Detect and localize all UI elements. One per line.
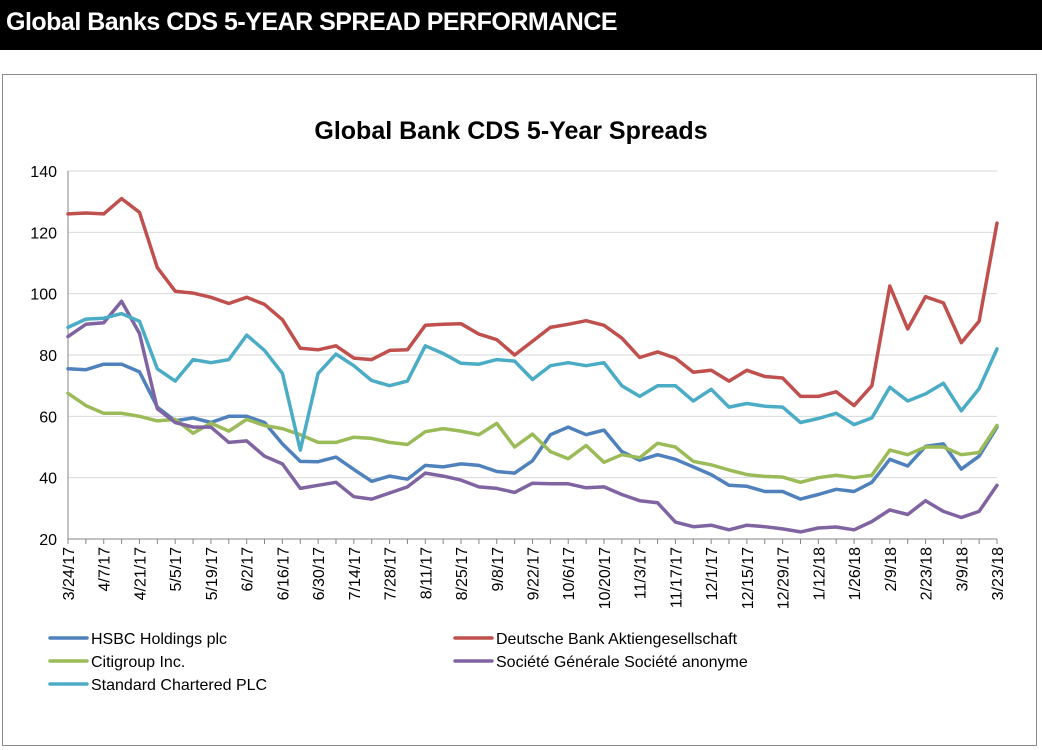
chart-title: Global Bank CDS 5-Year Spreads: [314, 117, 707, 145]
series-lines: [66, 196, 999, 534]
x-tick-label: 6/30/17: [311, 547, 328, 600]
gridlines: [68, 170, 997, 479]
x-tick-label: 7/28/17: [383, 547, 400, 600]
x-tick-label: 10/6/17: [561, 547, 578, 600]
page-title: Global Banks CDS 5-YEAR SPREAD PERFORMAN…: [6, 8, 618, 36]
legend-label: Standard Chartered PLC: [91, 677, 267, 694]
y-tick-label: 40: [39, 471, 57, 488]
x-tick-label: 8/11/17: [418, 547, 435, 599]
x-tick-label: 6/16/17: [275, 547, 292, 600]
legend-label: HSBC Holdings plc: [91, 631, 227, 648]
series-line-socgen: [66, 299, 999, 534]
x-tick-label: 5/5/17: [168, 547, 185, 592]
x-tick-label: 12/29/17: [776, 547, 793, 609]
x-tick-label: 8/25/17: [454, 547, 471, 600]
y-tick-label: 120: [30, 225, 57, 242]
y-tick-label: 80: [39, 348, 57, 365]
x-tick-label: 1/26/18: [847, 547, 864, 600]
series-line-deutsche: [66, 196, 999, 408]
x-tick-label: 2/23/18: [919, 547, 936, 600]
legend-label: Société Générale Société anonyme: [496, 654, 748, 671]
x-tick-label: 6/2/17: [240, 547, 257, 592]
x-tick-label: 12/15/17: [740, 547, 757, 609]
x-tick-label: 9/8/17: [490, 547, 507, 592]
y-tick-label: 20: [39, 532, 57, 549]
series-line-hsbc: [66, 362, 999, 501]
legend-label: Deutsche Bank Aktiengesellschaft: [496, 631, 738, 648]
x-tick-label: 9/22/17: [526, 547, 543, 600]
series-line-stanchart: [66, 311, 999, 452]
legend-label: Citigroup Inc.: [91, 654, 185, 671]
x-axis: 3/24/17 4/7/17 4/21/17 5/5/17 5/19/17 6/2/17 6…: [61, 538, 1007, 609]
x-tick-label: 3/9/18: [954, 547, 971, 592]
x-tick-label: 11/3/17: [633, 547, 650, 599]
y-tick-label: 60: [39, 409, 57, 426]
x-tick-label: 3/24/17: [61, 547, 78, 600]
x-tick-label: 10/20/17: [597, 547, 614, 609]
legend: HSBC Holdings plc Deutsche Bank Aktienges…: [48, 631, 748, 694]
x-tick-label: 4/7/17: [97, 547, 114, 592]
y-tick-label: 100: [30, 287, 57, 304]
header-banner: Global Banks CDS 5-YEAR SPREAD PERFORMAN…: [0, 0, 1042, 50]
y-axis: 20 40 60 80 100 120 140: [30, 164, 69, 549]
x-tick-label: 7/14/17: [347, 547, 364, 600]
y-tick-label: 140: [30, 164, 57, 181]
x-tick-label: 2/9/18: [883, 547, 900, 592]
x-tick-label: 1/12/18: [811, 547, 828, 600]
x-tick-label: 11/17/17: [668, 547, 685, 608]
chart-frame: [2, 74, 1037, 746]
x-tick-label: 12/1/17: [704, 547, 721, 600]
x-tick-label: 5/19/17: [204, 547, 221, 600]
x-tick-label: 4/21/17: [132, 547, 149, 600]
x-tick-label: 3/23/18: [990, 547, 1007, 600]
series-line-citi: [66, 391, 999, 485]
